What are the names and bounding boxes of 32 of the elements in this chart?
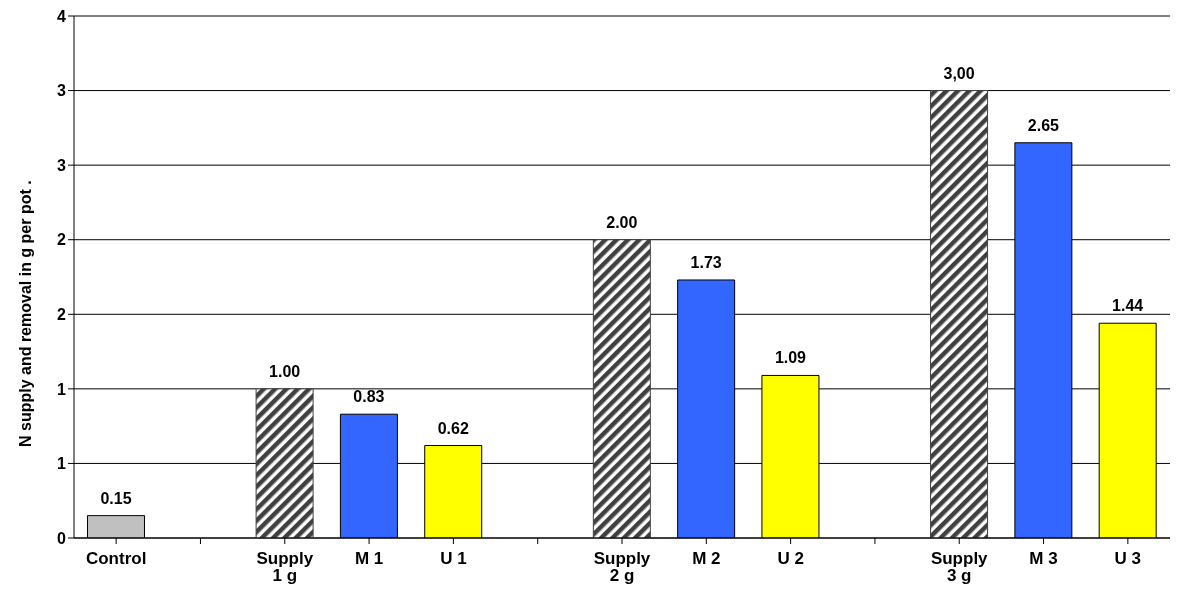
x-tick-label: M 1	[354, 549, 384, 569]
bar	[255, 388, 314, 538]
y-tick-label: 0	[57, 529, 67, 547]
y-tick-label: 2	[57, 231, 67, 249]
data-label: 3,00	[943, 64, 975, 82]
x-tick-label: Supply 2 g	[593, 549, 651, 586]
y-tick-label: 2	[57, 305, 67, 323]
x-tick-label: U 1	[440, 549, 467, 569]
bar	[592, 239, 651, 538]
x-tick-label: U 3	[1114, 549, 1142, 569]
bar	[930, 90, 989, 538]
y-axis-title: N supply and removal in g per pot .	[16, 180, 34, 447]
data-label: 0.62	[437, 419, 469, 437]
y-tick-label: 3	[57, 156, 67, 174]
data-label: 1.44	[1112, 297, 1144, 315]
x-tick-label: M 3	[1029, 549, 1058, 569]
x-tick-label: M 2	[692, 549, 721, 569]
data-label: 1.73	[690, 253, 722, 271]
x-tick-label: Supply 1 g	[256, 549, 314, 586]
data-label: 1.00	[269, 362, 301, 380]
x-tick-label: Supply 3 g	[930, 549, 989, 586]
data-label: 1.09	[774, 349, 807, 367]
data-label: 2.00	[606, 213, 638, 231]
x-tick-label: Control	[85, 549, 147, 569]
x-tick-label: U 2	[777, 549, 804, 569]
y-tick-label: 4	[57, 7, 67, 25]
y-tick-label: 1	[57, 380, 67, 398]
data-label: 2.65	[1027, 116, 1060, 134]
data-label: 0.15	[100, 489, 132, 507]
y-tick-label: 1	[57, 455, 67, 473]
data-label: 0.83	[353, 388, 385, 406]
y-tick-label: 3	[57, 82, 67, 100]
